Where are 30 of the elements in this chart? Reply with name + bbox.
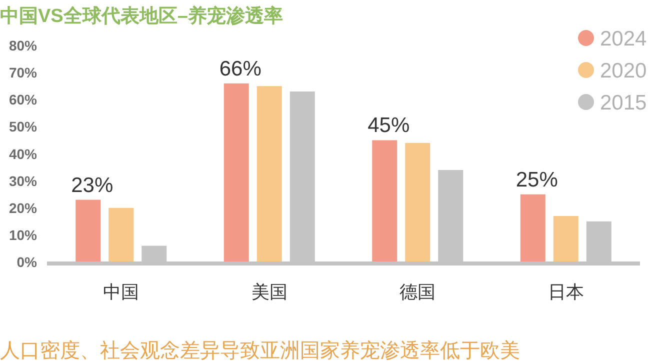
x-tick-label: 中国 bbox=[103, 282, 140, 302]
x-tick-label: 德国 bbox=[400, 282, 436, 302]
bar bbox=[256, 86, 282, 262]
y-tick-label: 40% bbox=[8, 146, 38, 162]
bar bbox=[520, 194, 546, 262]
bar bbox=[108, 208, 134, 262]
x-tick-label: 美国 bbox=[251, 282, 288, 302]
x-tick-label: 日本 bbox=[548, 282, 584, 302]
bar bbox=[372, 140, 398, 262]
data-label: 23% bbox=[71, 174, 114, 197]
data-label: 45% bbox=[368, 114, 410, 138]
text: 人口密度、社会观念差异导致亚洲国家养宠渗透率低于欧美 bbox=[0, 339, 520, 362]
data-label: 25% bbox=[516, 168, 558, 192]
data-label: 66% bbox=[219, 57, 262, 80]
legend-label: 2015 bbox=[600, 92, 647, 114]
bar bbox=[405, 142, 430, 262]
bar bbox=[76, 200, 101, 262]
y-tick-label: 0% bbox=[16, 254, 38, 270]
legend-label: 2024 bbox=[600, 28, 648, 50]
chart-title: 中国VS全球代表地区–养宠渗透率 bbox=[0, 5, 283, 27]
y-tick-label: 80% bbox=[8, 38, 38, 54]
y-tick-label: 20% bbox=[8, 200, 38, 216]
y-tick-label: 10% bbox=[8, 226, 38, 243]
y-tick-label: 60% bbox=[8, 92, 38, 108]
bar bbox=[553, 216, 578, 262]
y-tick-label: 50% bbox=[8, 118, 38, 135]
y-tick-label: 30% bbox=[8, 172, 38, 189]
legend-label: 2020 bbox=[600, 60, 647, 82]
bar bbox=[224, 83, 249, 262]
y-tick-label: 70% bbox=[8, 64, 38, 81]
